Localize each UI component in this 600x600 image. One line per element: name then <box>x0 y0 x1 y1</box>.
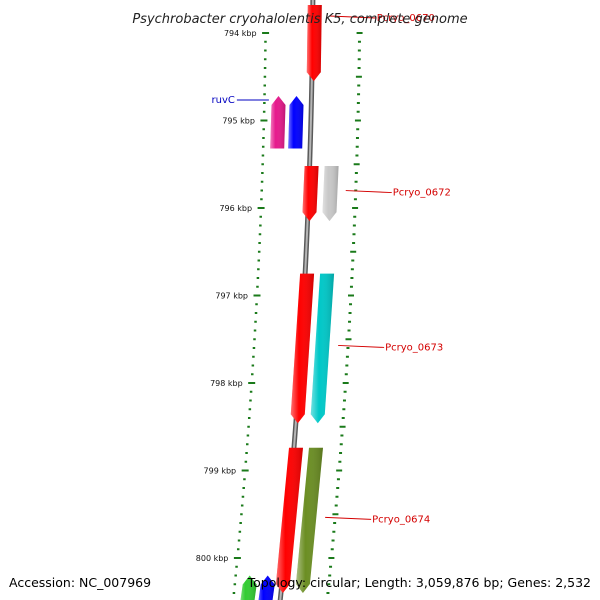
gene-label: Pcryo_0670 <box>377 13 435 24</box>
gene-pcryo-0670-shading <box>306 5 322 82</box>
gene-feature-7-shading <box>275 447 303 593</box>
topology-text: Topology: circular; Length: 3,059,876 bp… <box>247 575 591 590</box>
leader-line <box>325 516 372 520</box>
gene-feature-1-shading <box>270 96 286 149</box>
gene-pcryo-0672-shading <box>322 166 339 222</box>
kbp-label: 795 kbp <box>222 117 255 126</box>
leader-line <box>345 190 392 194</box>
kbp-label: 798 kbp <box>210 379 243 388</box>
map-title: Psychrobacter cryohalolentis K5, complet… <box>132 12 467 27</box>
leader-line <box>329 15 376 19</box>
kbp-label: 794 kbp <box>224 29 257 38</box>
kbp-label: 796 kbp <box>219 204 252 213</box>
gene-feature-5-shading <box>290 273 315 424</box>
gene-labels: Pcryo_0670 ruvC Pcryo_0672 Pcryo_0673 Pcryo_… <box>212 13 451 525</box>
kbp-label: 797 kbp <box>215 292 248 301</box>
accession-text: Accession: NC_007969 <box>9 575 151 590</box>
gene-label: Pcryo_0673 <box>385 342 443 353</box>
gene-feature-9-shading <box>240 575 257 600</box>
gene-label: ruvC <box>212 95 235 106</box>
gene-feature-3-shading <box>302 166 319 222</box>
kbp-label: 799 kbp <box>204 467 237 476</box>
gene-label: Pcryo_0674 <box>372 514 430 525</box>
gene-feature-10-shading <box>258 575 275 600</box>
ruler-labels: 794 kbp 795 kbp 796 kbp 797 kbp 798 kbp 799 k… <box>196 29 257 563</box>
gene-features <box>240 5 339 600</box>
gene-pcryo-0673-shading <box>310 273 335 424</box>
gene-pcryo-0674-shading <box>295 447 323 593</box>
kbp-label: 800 kbp <box>196 554 229 563</box>
gene-label: Pcryo_0672 <box>393 188 451 199</box>
ruler-ticks <box>232 32 363 594</box>
gene-ruvc-shading <box>288 96 304 149</box>
leader-line <box>338 344 385 348</box>
